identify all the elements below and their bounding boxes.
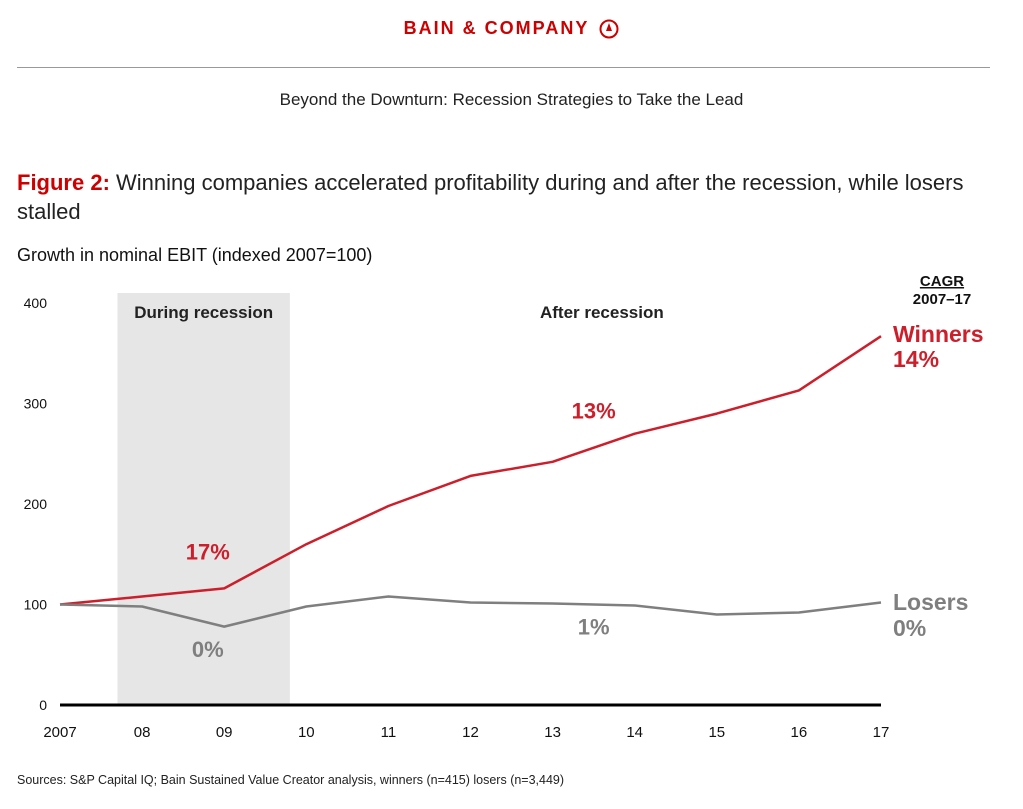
y-tick-label: 0 bbox=[39, 697, 47, 713]
annotation-winners-rate: 13% bbox=[572, 399, 616, 424]
x-tick-label: 10 bbox=[298, 724, 315, 741]
region-label-during: During recession bbox=[134, 303, 273, 322]
series-line-losers bbox=[59, 595, 882, 628]
x-tick-label: 13 bbox=[544, 724, 561, 741]
y-tick-label: 200 bbox=[24, 496, 48, 512]
brand-header: BAIN & COMPANY bbox=[0, 18, 1023, 39]
x-tick-label: 16 bbox=[791, 724, 808, 741]
x-tick-label: 09 bbox=[216, 724, 233, 741]
x-tick-label: 08 bbox=[134, 724, 151, 741]
y-tick-label: 300 bbox=[24, 396, 48, 412]
header-divider bbox=[17, 67, 990, 68]
cagr-period: 2007–17 bbox=[913, 291, 971, 308]
y-tick-label: 100 bbox=[24, 597, 48, 613]
x-tick-label: 12 bbox=[462, 724, 479, 741]
x-tick-label: 17 bbox=[873, 724, 890, 741]
brand-name: BAIN & COMPANY bbox=[403, 18, 590, 38]
figure-title: Figure 2: Winning companies accelerated … bbox=[17, 168, 1007, 226]
source-note: Sources: S&P Capital IQ; Bain Sustained … bbox=[17, 773, 565, 787]
series-cagr-winners: 14% bbox=[893, 346, 939, 372]
annotation-losers-rate: 1% bbox=[578, 615, 610, 640]
brand-compass-icon bbox=[599, 19, 619, 38]
x-tick-label: 2007 bbox=[43, 724, 76, 741]
x-tick-label: 15 bbox=[708, 724, 725, 741]
annotation-winners-rate: 17% bbox=[186, 539, 230, 564]
annotation-losers-rate: 0% bbox=[192, 637, 224, 662]
series-cagr-losers: 0% bbox=[893, 615, 926, 641]
cagr-header: CAGR bbox=[920, 273, 964, 290]
series-line-winners bbox=[59, 335, 882, 606]
series-label-winners: Winners bbox=[893, 321, 984, 347]
region-label-after: After recession bbox=[540, 303, 664, 322]
figure-label: Figure 2: bbox=[17, 170, 110, 195]
report-title: Beyond the Downturn: Recession Strategie… bbox=[279, 90, 744, 109]
y-axis-title: Growth in nominal EBIT (indexed 2007=100… bbox=[17, 245, 373, 265]
x-tick-label: 14 bbox=[626, 724, 643, 741]
series-label-losers: Losers bbox=[893, 589, 968, 615]
recession-shaded-region bbox=[117, 293, 290, 705]
y-tick-label: 400 bbox=[24, 295, 48, 311]
x-tick-label: 11 bbox=[381, 724, 397, 741]
figure-title-text: Winning companies accelerated profitabil… bbox=[17, 170, 964, 224]
